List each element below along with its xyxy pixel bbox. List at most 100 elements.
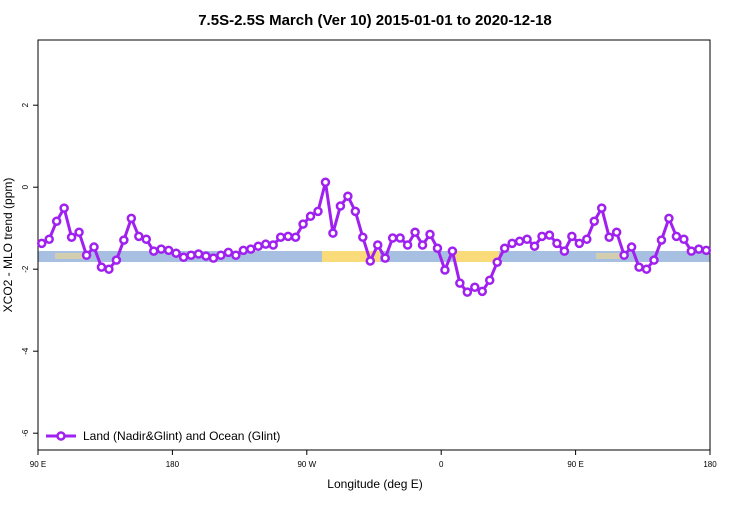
data-point — [649, 255, 659, 265]
y-tick-label: 2 — [21, 102, 30, 107]
land-band — [596, 253, 626, 259]
data-point — [163, 245, 174, 256]
data-point — [417, 240, 428, 250]
data-point — [507, 238, 517, 249]
data-point — [634, 262, 644, 272]
data-point — [238, 245, 249, 256]
data-point — [223, 247, 234, 258]
data-point — [694, 244, 704, 254]
data-point — [611, 227, 622, 238]
data-point — [119, 235, 129, 245]
data-point — [499, 243, 510, 254]
data-point — [283, 231, 293, 242]
land-band — [322, 251, 380, 262]
data-point — [126, 213, 137, 224]
data-point — [104, 264, 114, 274]
data-point — [582, 234, 592, 245]
data-point — [537, 231, 547, 242]
data-point — [492, 257, 502, 267]
data-point — [260, 239, 271, 249]
data-point — [574, 238, 585, 249]
data-point — [604, 232, 614, 242]
y-tick-label: -6 — [21, 429, 30, 437]
data-point — [313, 206, 323, 217]
data-point — [59, 203, 69, 213]
data-point — [484, 275, 495, 286]
data-point — [380, 253, 390, 263]
data-point — [552, 238, 562, 249]
data-point — [462, 287, 473, 297]
y-tick-label: 0 — [21, 184, 30, 189]
data-point — [567, 231, 577, 242]
data-point — [96, 262, 107, 272]
data-point — [44, 234, 54, 245]
data-point — [544, 230, 555, 240]
data-point — [686, 246, 697, 256]
data-point — [522, 234, 532, 245]
data-point — [671, 231, 682, 242]
data-point — [298, 219, 308, 229]
data-point — [246, 244, 256, 254]
data-point — [231, 250, 241, 260]
x-tick-label: 90 W — [297, 460, 316, 469]
data-point — [447, 246, 458, 256]
data-point — [66, 232, 77, 242]
data-point — [134, 231, 144, 242]
x-tick-label: 0 — [439, 460, 444, 469]
data-point — [111, 255, 122, 265]
x-tick-label: 90 E — [30, 460, 46, 469]
data-point — [679, 234, 689, 245]
data-point — [402, 240, 413, 250]
data-point — [290, 232, 301, 242]
data-point — [641, 264, 652, 274]
chart-title: 7.5S-2.5S March (Ver 10) 2015-01-01 to 2… — [198, 12, 552, 29]
data-point — [305, 211, 316, 222]
land-band — [55, 253, 85, 259]
x-tick-label: 90 E — [567, 460, 583, 469]
data-point — [455, 278, 465, 288]
data-point — [425, 229, 435, 240]
data-point — [216, 250, 226, 260]
data-point — [656, 235, 667, 245]
data-point — [343, 191, 353, 201]
y-tick-label: -2 — [21, 265, 30, 273]
y-axis-label: XCO2 - MLO trend (ppm) — [1, 178, 15, 313]
data-point — [372, 240, 383, 250]
data-point — [208, 253, 219, 263]
x-tick-label: 180 — [166, 460, 180, 469]
data-point — [328, 228, 338, 238]
data-point — [529, 241, 540, 251]
data-point — [186, 250, 196, 260]
data-point — [141, 234, 152, 245]
data-point — [51, 216, 62, 226]
data-point — [477, 286, 488, 297]
data-point — [664, 213, 674, 224]
data-point — [148, 246, 159, 256]
data-point — [626, 242, 637, 252]
data-point — [387, 233, 398, 243]
data-point — [275, 232, 286, 242]
data-point — [701, 245, 712, 256]
data-point — [36, 238, 47, 249]
x-tick-label: 180 — [703, 460, 717, 469]
data-point — [74, 227, 84, 238]
data-point — [253, 241, 264, 251]
data-point — [335, 201, 346, 211]
data-point — [514, 236, 525, 247]
data-point — [440, 265, 450, 275]
data-point — [350, 206, 361, 217]
legend-marker — [56, 431, 66, 441]
y-tick-label: -4 — [21, 347, 30, 355]
land-band — [453, 251, 499, 262]
x-axis-label: Longitude (deg E) — [327, 477, 422, 491]
data-point — [596, 203, 607, 213]
legend-label: Land (Nadir&Glint) and Ocean (Glint) — [83, 429, 280, 443]
data-point — [171, 248, 181, 258]
data-point — [89, 242, 99, 252]
data-point — [320, 177, 331, 188]
data-point — [410, 227, 420, 238]
data-point — [395, 233, 405, 243]
data-point — [432, 243, 443, 254]
data-point — [193, 249, 204, 259]
